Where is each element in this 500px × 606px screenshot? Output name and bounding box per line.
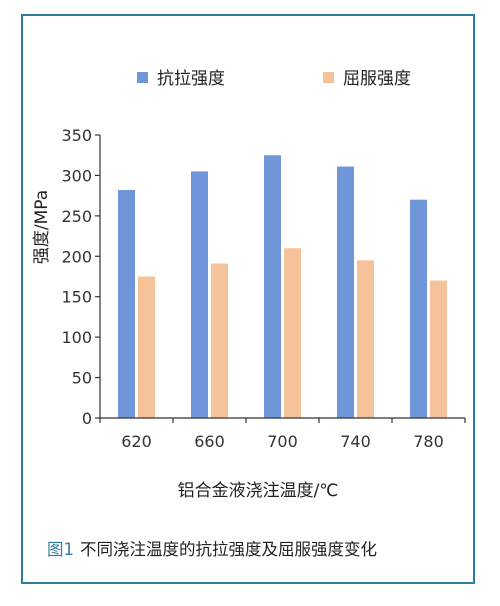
- y-tick-label: 200: [61, 247, 92, 266]
- yield-strength-bar: [211, 263, 228, 418]
- yield-strength-bar: [138, 276, 155, 418]
- figure-frame: [21, 14, 475, 584]
- y-tick-label: 0: [82, 409, 92, 428]
- yield-strength-bar: [357, 260, 374, 418]
- legend-label-yield: 屈服强度: [343, 69, 411, 89]
- tensile-strength-bar: [118, 189, 135, 418]
- y-axis-label: 强度/MPa: [32, 190, 52, 264]
- x-tick-label: 620: [121, 432, 152, 451]
- y-axis: 0 50 100 150 200 250 300 350: [61, 126, 101, 428]
- tensile-strength-bar: [264, 155, 281, 418]
- x-tick-label: 700: [267, 432, 298, 451]
- y-tick-label: 100: [61, 328, 92, 347]
- x-axis-label: 铝合金液浇注温度/℃: [178, 481, 339, 501]
- tensile-strength-bar: [191, 171, 208, 418]
- y-tick-label: 50: [72, 369, 92, 388]
- figure-number: 图1: [47, 540, 74, 559]
- figure-caption: 图1 不同浇注温度的抗拉强度及屈服强度变化: [47, 536, 377, 560]
- y-tick-label: 300: [61, 166, 92, 185]
- chart-legend: 抗拉强度 屈服强度: [137, 69, 411, 89]
- x-tick-label: 740: [340, 432, 371, 451]
- tensile-strength-bar: [337, 166, 354, 418]
- legend-swatch-tensile: [137, 72, 148, 83]
- legend-swatch-yield: [323, 72, 334, 83]
- legend-label-tensile: 抗拉强度: [157, 69, 225, 89]
- y-tick-label: 350: [61, 126, 92, 145]
- caption-text: 不同浇注温度的抗拉强度及屈服强度变化: [80, 540, 377, 559]
- y-tick-label: 150: [61, 288, 92, 307]
- x-tick-label: 780: [413, 432, 444, 451]
- x-tick-label: 660: [194, 432, 225, 451]
- yield-strength-bar: [284, 248, 301, 418]
- y-tick-label: 250: [61, 207, 92, 226]
- x-axis: 620 660 700 740 780: [99, 417, 466, 451]
- yield-strength-bar: [430, 280, 447, 418]
- bars: [118, 155, 447, 418]
- tensile-strength-bar: [410, 199, 427, 418]
